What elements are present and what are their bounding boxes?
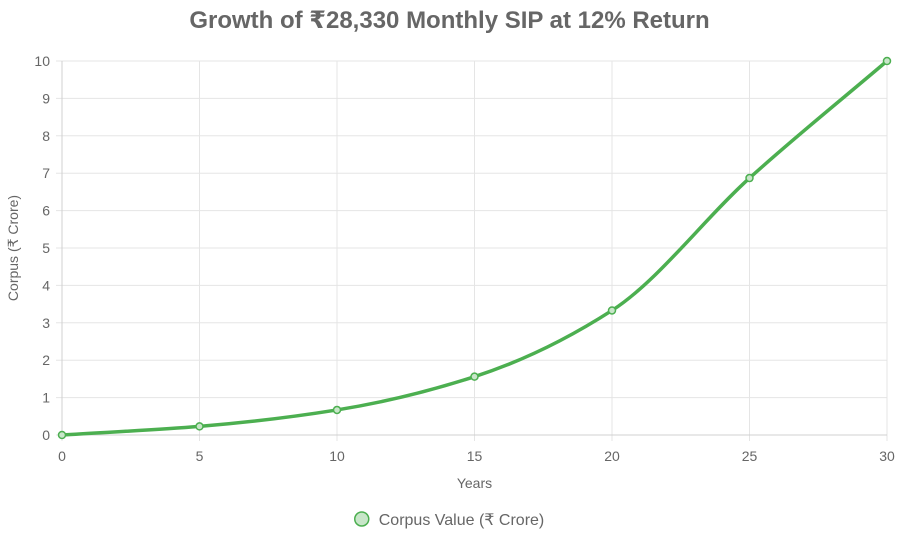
x-tick-label: 5	[196, 448, 204, 464]
y-tick-label: 8	[42, 128, 50, 144]
x-tick-labels: 0 5 10 15 20 25 30	[58, 448, 895, 464]
y-axis-title: Corpus (₹ Crore)	[5, 195, 21, 301]
y-tick-label: 6	[42, 203, 50, 219]
data-point[interactable]	[882, 56, 892, 66]
legend-label: Corpus Value (₹ Crore)	[379, 512, 545, 529]
data-point[interactable]	[332, 405, 342, 415]
y-tick-label: 0	[42, 427, 50, 443]
x-axis-title: Years	[457, 475, 492, 491]
grid-lines	[56, 60, 888, 441]
series-corpus-value	[57, 56, 892, 440]
y-tick-label: 1	[42, 390, 50, 406]
y-tick-label: 5	[42, 240, 50, 256]
legend[interactable]: Corpus Value (₹ Crore)	[354, 511, 545, 529]
y-tick-label: 7	[42, 165, 50, 181]
axes	[61, 61, 887, 436]
y-tick-label: 10	[34, 53, 50, 69]
y-tick-label: 3	[42, 315, 50, 331]
x-tick-label: 25	[742, 448, 758, 464]
y-tick-labels: 0 1 2 3 4 5 6 7 8 9 10	[34, 53, 50, 443]
y-tick-label: 2	[42, 352, 50, 368]
legend-marker	[354, 511, 370, 527]
x-tick-label: 10	[329, 448, 345, 464]
x-tick-label: 0	[58, 448, 66, 464]
x-tick-label: 15	[467, 448, 483, 464]
data-point[interactable]	[745, 173, 754, 183]
data-point[interactable]	[470, 372, 479, 381]
y-tick-label: 4	[42, 277, 50, 293]
data-point[interactable]	[195, 422, 204, 431]
x-tick-label: 30	[879, 448, 895, 464]
y-tick-label: 9	[42, 90, 50, 106]
chart-title: Growth of ₹28,330 Monthly SIP at 12% Ret…	[189, 7, 710, 34]
x-tick-label: 20	[604, 448, 620, 464]
data-point[interactable]	[607, 306, 617, 315]
data-point[interactable]	[57, 430, 67, 440]
